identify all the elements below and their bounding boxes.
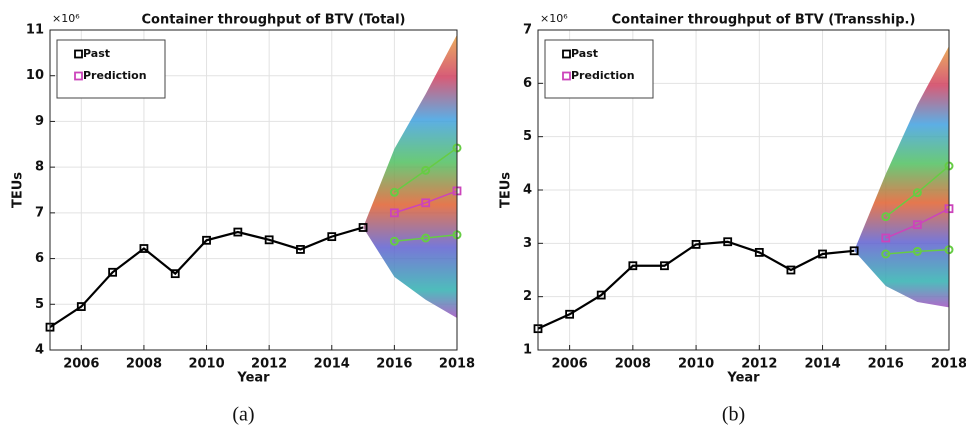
- data-point: [912, 188, 922, 198]
- series-line: [394, 190, 458, 214]
- y-tick-label: 5: [35, 297, 44, 312]
- series-line: [885, 248, 950, 255]
- data-point: [233, 227, 243, 237]
- simulation-band: [854, 46, 949, 308]
- legend-marker: [562, 71, 571, 81]
- x-tick-label: 2012: [741, 357, 777, 372]
- y-multiplier: ×10⁶: [540, 12, 568, 25]
- x-tick-label: 2014: [804, 357, 840, 372]
- data-point: [881, 233, 891, 243]
- x-tick-label: 2006: [552, 357, 588, 372]
- y-tick-label: 10: [26, 68, 44, 83]
- y-tick-label: 7: [523, 23, 532, 38]
- data-point: [421, 165, 431, 175]
- y-tick-label: 9: [35, 114, 44, 129]
- data-point: [202, 235, 211, 245]
- legend-marker: [562, 49, 571, 59]
- data-point: [565, 309, 575, 319]
- legend-marker: [74, 71, 83, 81]
- data-point: [881, 212, 891, 222]
- x-tick-label: 2010: [188, 357, 224, 372]
- data-point: [170, 269, 180, 279]
- data-point: [264, 235, 274, 245]
- data-point: [108, 267, 118, 277]
- series-line: [885, 165, 950, 218]
- data-point: [327, 232, 337, 242]
- y-tick-label: 1: [523, 343, 532, 358]
- data-point: [596, 290, 606, 300]
- legend-label: Past: [83, 47, 110, 60]
- plot: [49, 29, 458, 351]
- plot-frame: [49, 29, 458, 351]
- data-point: [818, 249, 827, 259]
- data-point: [912, 246, 922, 256]
- x-tick-label: 2016: [868, 357, 904, 372]
- y-axis-label: TEUs: [11, 172, 26, 208]
- legend-label: Past: [571, 47, 598, 60]
- data-point: [139, 244, 149, 253]
- series-line: [49, 226, 364, 329]
- x-tick-label: 2018: [931, 357, 966, 372]
- y-multiplier: ×10⁶: [52, 12, 80, 25]
- x-tick-label: 2010: [678, 357, 714, 372]
- legend-marker: [74, 49, 83, 59]
- x-tick-label: 2012: [251, 357, 287, 372]
- series-line: [885, 207, 950, 239]
- y-tick-label: 8: [35, 160, 44, 175]
- data-point: [754, 247, 764, 257]
- legend-label: Prediction: [571, 69, 635, 82]
- data-point: [389, 208, 399, 218]
- x-tick-label: 2008: [615, 357, 651, 372]
- data-point: [660, 261, 669, 271]
- caption: (a): [232, 404, 254, 426]
- chart-title: Container throughput of BTV (Total): [142, 13, 406, 28]
- data-point: [786, 265, 796, 275]
- data-point: [421, 233, 431, 243]
- simulation-band: [363, 34, 457, 318]
- data-point: [628, 261, 638, 271]
- x-tick-label: 2014: [314, 357, 350, 372]
- data-point: [849, 246, 859, 256]
- chart-title: Container throughput of BTV (Transship.): [612, 13, 916, 28]
- data-point: [76, 302, 86, 311]
- series-line: [393, 147, 458, 193]
- y-tick-label: 11: [26, 23, 44, 38]
- x-axis-label: Year: [236, 371, 270, 386]
- y-tick-label: 7: [35, 205, 44, 220]
- data-point: [691, 239, 701, 249]
- y-tick-label: 2: [523, 289, 532, 304]
- y-tick-label: 6: [523, 76, 532, 91]
- legend-label: Prediction: [83, 69, 147, 82]
- y-tick-label: 4: [35, 343, 44, 358]
- y-tick-label: 6: [35, 251, 44, 266]
- x-tick-label: 2018: [439, 357, 475, 372]
- x-axis-label: Year: [726, 371, 760, 386]
- series-line: [394, 234, 458, 242]
- data-point: [421, 198, 431, 208]
- data-point: [723, 237, 733, 247]
- data-point: [389, 236, 399, 246]
- x-tick-label: 2008: [126, 357, 162, 372]
- data-point: [358, 223, 368, 232]
- x-tick-label: 2016: [376, 357, 412, 372]
- x-tick-label: 2006: [63, 357, 99, 372]
- caption: (b): [722, 404, 745, 426]
- series-line: [537, 240, 855, 330]
- data-point: [881, 249, 891, 259]
- data-point: [912, 220, 922, 230]
- y-tick-label: 4: [523, 183, 532, 198]
- y-tick-label: 3: [523, 236, 532, 251]
- data-point: [296, 245, 305, 254]
- y-tick-label: 5: [523, 129, 532, 144]
- y-axis-label: TEUs: [499, 172, 514, 208]
- data-point: [389, 187, 399, 197]
